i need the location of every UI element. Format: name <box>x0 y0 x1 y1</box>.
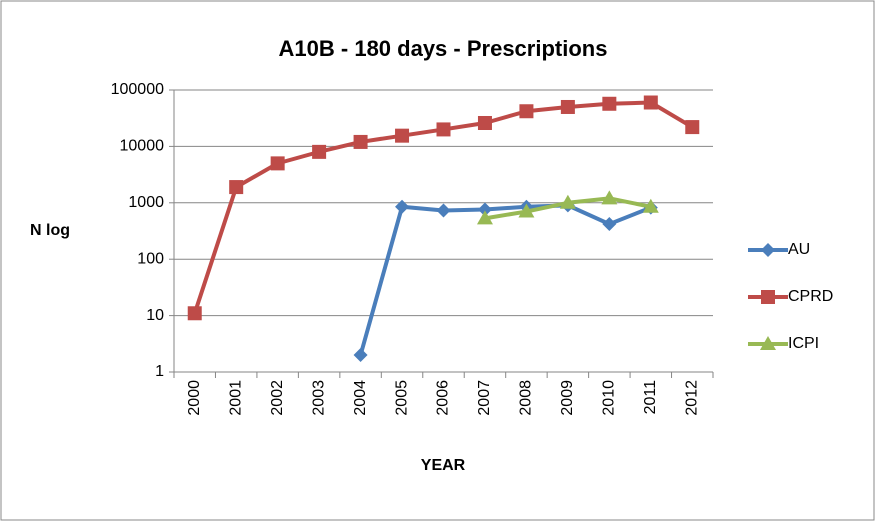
data-point <box>477 202 492 217</box>
x-tick-label: 2011 <box>642 380 659 415</box>
data-point <box>518 203 535 218</box>
y-tick-label: 100 <box>137 250 164 267</box>
data-point <box>436 203 451 218</box>
legend-label: AU <box>788 241 810 258</box>
x-tick-label: 2009 <box>559 380 576 416</box>
data-point <box>559 194 576 209</box>
y-tick-label: 10 <box>146 307 164 324</box>
legend-label: CPRD <box>788 288 833 305</box>
legend-label: ICPI <box>788 335 819 352</box>
data-point <box>270 156 285 171</box>
data-point <box>477 115 492 130</box>
data-point <box>602 96 617 111</box>
x-tick-label: 2007 <box>476 380 493 416</box>
data-point <box>519 104 534 119</box>
y-tick-label: 10000 <box>120 138 165 155</box>
data-point <box>601 190 618 205</box>
data-point <box>353 348 368 363</box>
y-tick-label: 100000 <box>111 81 164 98</box>
x-tick-label: 2005 <box>393 380 410 416</box>
x-tick-label: 2003 <box>310 380 327 416</box>
data-point <box>602 217 617 232</box>
y-axis-title: N log <box>30 222 70 239</box>
series-line <box>358 203 652 356</box>
x-tick-label: 2004 <box>352 380 369 416</box>
data-point <box>395 199 410 214</box>
y-tick-label: 1000 <box>128 194 164 211</box>
data-point <box>187 306 202 321</box>
x-tick-label: 2006 <box>435 380 452 416</box>
data-point <box>560 99 575 114</box>
data-point <box>312 144 327 159</box>
x-tick-label: 2012 <box>683 380 700 416</box>
legend-marker <box>760 336 776 350</box>
x-axis-title: YEAR <box>421 457 466 474</box>
data-point <box>685 120 700 135</box>
x-tick-label: 2002 <box>269 380 286 416</box>
data-point <box>436 122 451 137</box>
data-point <box>476 210 493 225</box>
data-point <box>353 134 368 149</box>
x-tick-label: 2001 <box>227 380 244 416</box>
x-tick-label: 2010 <box>601 380 618 416</box>
data-point <box>395 128 410 143</box>
x-tick-label: 2008 <box>518 380 535 416</box>
data-point <box>642 198 659 213</box>
chart-title: A10B - 180 days - Prescriptions <box>279 36 608 61</box>
data-point <box>643 95 658 110</box>
data-point <box>229 180 244 195</box>
legend-marker <box>761 243 775 257</box>
legend-marker <box>761 290 775 304</box>
x-tick-label: 2000 <box>186 380 203 416</box>
y-tick-label: 1 <box>155 363 164 380</box>
